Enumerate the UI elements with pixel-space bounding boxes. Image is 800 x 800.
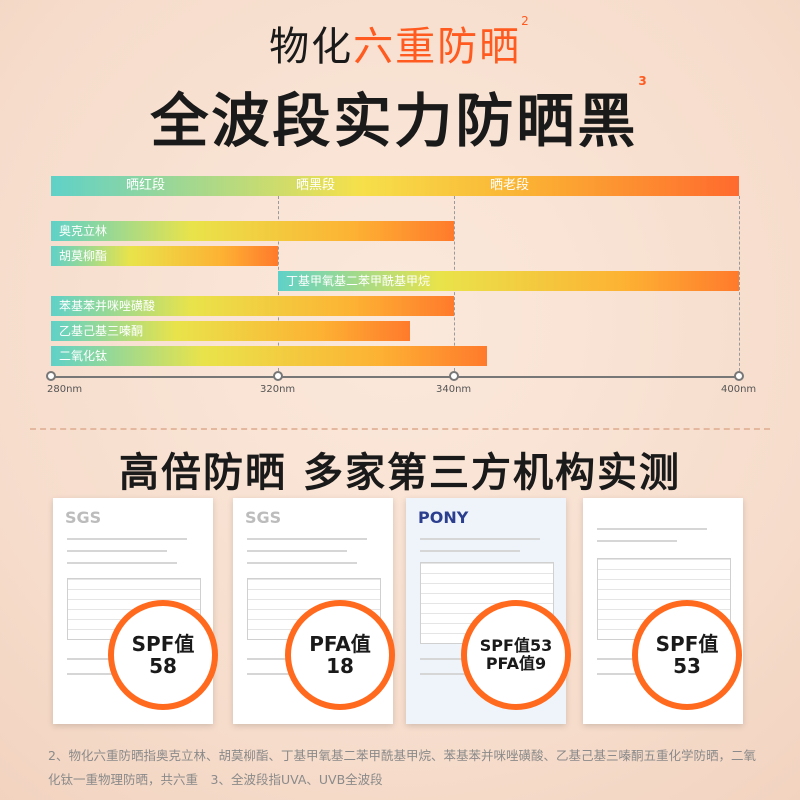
report-logo: PONY <box>418 508 469 527</box>
band-label-black: 晒黑段 <box>296 178 336 193</box>
badge-label: SPF值 <box>131 632 195 656</box>
band-label-red: 晒红段 <box>126 178 166 193</box>
ingredient-bar: 奥克立林 <box>51 221 454 241</box>
report-line <box>67 550 167 552</box>
uv-band-chart: 晒红段 晒黑段 晒老段 奥克立林胡莫柳酯丁基甲氧基二苯甲酰基甲烷苯基苯并咪唑磺酸… <box>46 176 757 395</box>
ingredient-bar: 丁基甲氧基二苯甲酰基甲烷 <box>278 271 739 291</box>
axis-tick-dot <box>46 371 56 381</box>
axis-tick-label: 340nm <box>436 384 472 395</box>
badge-value: PFA值9 <box>485 654 547 673</box>
badge-label: SPF值 <box>655 632 719 656</box>
ingredient-bar: 苯基苯并咪唑磺酸 <box>51 296 454 316</box>
axis-tick-dot <box>449 371 459 381</box>
axis-tick-label: 320nm <box>260 384 296 395</box>
badge-value: 58 <box>149 654 177 678</box>
ingredient-bar: 胡莫柳酯 <box>51 246 278 266</box>
headline-main: 全波段实力防晒黑3 <box>0 74 800 158</box>
headline-main-footnote-mark: 3 <box>638 74 650 88</box>
headline-prefix: 物化 <box>269 24 354 70</box>
section-title: 高倍防晒 多家第三方机构实测 <box>119 450 681 496</box>
report-line <box>420 550 520 552</box>
report-logo: SGS <box>245 508 282 527</box>
report-line <box>67 538 187 540</box>
badge-label: SPF值53 <box>479 636 553 656</box>
headline-footnote-mark: 2 <box>521 14 531 28</box>
gridline-400nm <box>739 196 740 376</box>
footnote: 2、物化六重防晒指奥克立林、胡莫柳酯、丁基甲氧基二苯甲酰基甲烷、苯基苯并咪唑磺酸… <box>48 748 756 787</box>
pfa-badge-2: PFA值 18 <box>285 600 395 710</box>
spf-badge-1: SPF值 58 <box>108 600 218 710</box>
report-line <box>247 550 347 552</box>
spf-pfa-badge-3: SPF值53 PFA值9 <box>461 600 571 710</box>
badge-value: 18 <box>326 654 354 678</box>
report-line <box>597 540 677 542</box>
headline-main-text: 全波段实力防晒黑 <box>150 87 639 155</box>
ingredient-label: 苯基苯并咪唑磺酸 <box>59 299 156 313</box>
report-line <box>247 562 357 564</box>
ingredient-label: 胡莫柳酯 <box>59 249 108 263</box>
report-line <box>597 528 707 530</box>
badge-label: PFA值 <box>309 632 371 656</box>
ingredient-bar: 二氧化钛 <box>51 346 488 366</box>
headline-top: 物化六重防晒2 <box>0 14 800 72</box>
ingredient-label: 奥克立林 <box>59 224 108 238</box>
headline-highlight: 六重防晒 <box>353 24 522 70</box>
spf-badge-4: SPF值 53 <box>632 600 742 710</box>
band-bar <box>51 176 739 196</box>
report-line <box>247 538 367 540</box>
ingredient-bar: 乙基己基三嗪酮 <box>51 321 410 341</box>
band-label-aging: 晒老段 <box>490 178 530 193</box>
ingredient-label: 乙基己基三嗪酮 <box>59 324 144 338</box>
ingredient-label: 二氧化钛 <box>59 349 108 363</box>
axis-tick-dot <box>273 371 283 381</box>
x-axis <box>51 376 739 378</box>
section-divider <box>30 428 770 430</box>
report-line <box>67 562 177 564</box>
report-logo: SGS <box>65 508 102 527</box>
axis-tick-label: 400nm <box>721 384 757 395</box>
axis-tick-label: 280nm <box>47 384 83 395</box>
report-line <box>420 538 540 540</box>
ingredient-label: 丁基甲氧基二苯甲酰基甲烷 <box>286 274 431 288</box>
axis-tick-dot <box>734 371 744 381</box>
badge-value: 53 <box>673 654 701 678</box>
